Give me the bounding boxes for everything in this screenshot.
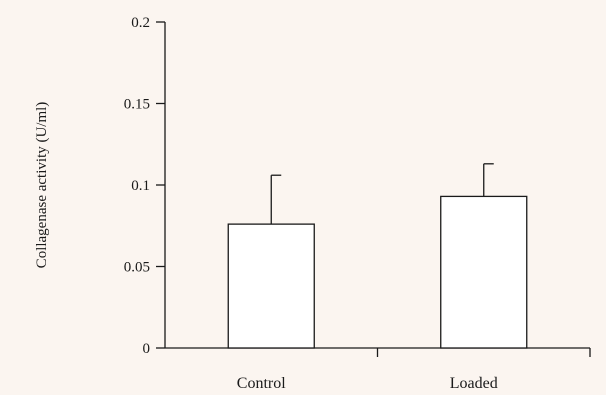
y-tick-label: 0.15 bbox=[124, 97, 150, 113]
y-tick-label: 0.05 bbox=[124, 260, 150, 276]
y-tick-label: 0 bbox=[143, 341, 151, 357]
x-tick-label: Control bbox=[237, 375, 286, 392]
y-axis-title: Collagenase activity (U/ml) bbox=[34, 102, 50, 269]
bars bbox=[227, 163, 528, 349]
bar-loaded bbox=[440, 195, 528, 349]
y-tick-label: 0.2 bbox=[131, 15, 150, 31]
y-axis: 0 0.05 0.1 0.15 0.2 bbox=[124, 15, 166, 357]
x-tick-label: Loaded bbox=[450, 375, 498, 392]
y-tick-label: 0.1 bbox=[131, 178, 150, 194]
x-axis: Control Loaded bbox=[165, 347, 591, 392]
bar-control bbox=[227, 223, 315, 349]
